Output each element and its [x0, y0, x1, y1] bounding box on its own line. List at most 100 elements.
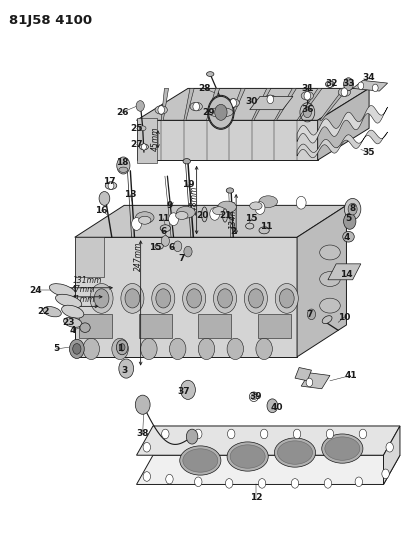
Text: 41: 41: [344, 371, 357, 380]
Circle shape: [382, 469, 389, 479]
Circle shape: [141, 338, 157, 360]
Circle shape: [249, 289, 263, 308]
Circle shape: [358, 82, 364, 90]
Text: 22: 22: [38, 307, 50, 316]
Text: 2: 2: [230, 228, 236, 237]
Ellipse shape: [105, 182, 117, 189]
Text: 27: 27: [130, 140, 143, 149]
Ellipse shape: [43, 306, 61, 317]
Text: 31: 31: [301, 84, 313, 93]
Circle shape: [184, 246, 192, 257]
Circle shape: [304, 92, 311, 100]
Polygon shape: [75, 237, 104, 277]
Polygon shape: [318, 88, 369, 160]
Ellipse shape: [140, 144, 148, 150]
Ellipse shape: [155, 106, 167, 114]
Polygon shape: [384, 426, 400, 484]
Text: 37: 37: [178, 387, 190, 396]
Circle shape: [136, 101, 145, 111]
Ellipse shape: [230, 445, 265, 468]
Text: 19: 19: [182, 180, 194, 189]
Circle shape: [112, 338, 128, 360]
Circle shape: [256, 338, 272, 360]
Polygon shape: [137, 426, 400, 455]
Ellipse shape: [320, 245, 340, 260]
Text: 7: 7: [178, 254, 185, 263]
Text: 4: 4: [69, 326, 76, 335]
Ellipse shape: [250, 202, 262, 210]
Text: 5: 5: [345, 214, 351, 223]
Ellipse shape: [226, 188, 234, 193]
Text: 29: 29: [202, 108, 215, 117]
Polygon shape: [258, 314, 291, 338]
Ellipse shape: [155, 244, 163, 249]
Circle shape: [132, 217, 142, 230]
Text: 148mm: 148mm: [189, 185, 198, 215]
Circle shape: [198, 338, 215, 360]
Ellipse shape: [206, 71, 214, 76]
Text: 5: 5: [53, 344, 59, 353]
Circle shape: [303, 107, 311, 118]
Ellipse shape: [183, 449, 218, 472]
Ellipse shape: [183, 159, 190, 164]
Circle shape: [279, 289, 294, 308]
Text: 8: 8: [349, 204, 356, 213]
Circle shape: [143, 442, 150, 452]
Text: 21: 21: [219, 212, 231, 221]
Ellipse shape: [259, 227, 269, 234]
Text: 40: 40: [270, 403, 283, 412]
Ellipse shape: [227, 99, 240, 107]
Circle shape: [227, 338, 244, 360]
Polygon shape: [295, 368, 311, 381]
Polygon shape: [137, 455, 400, 484]
Polygon shape: [252, 88, 271, 120]
Ellipse shape: [325, 81, 335, 87]
Ellipse shape: [135, 212, 154, 223]
Circle shape: [180, 380, 195, 399]
Text: 35: 35: [363, 148, 375, 157]
Circle shape: [152, 284, 175, 313]
Text: 134mm: 134mm: [229, 200, 238, 229]
Circle shape: [215, 104, 227, 120]
Circle shape: [328, 81, 332, 87]
Circle shape: [296, 196, 306, 209]
Ellipse shape: [343, 231, 354, 242]
Circle shape: [169, 338, 186, 360]
Circle shape: [119, 359, 134, 378]
Circle shape: [121, 284, 144, 313]
Circle shape: [306, 378, 313, 386]
Polygon shape: [297, 205, 347, 357]
Circle shape: [228, 429, 235, 439]
Text: 15: 15: [245, 214, 258, 223]
Text: 28: 28: [198, 84, 211, 93]
Text: 47mm: 47mm: [71, 285, 95, 294]
Text: 11: 11: [157, 214, 169, 223]
Text: 6: 6: [169, 244, 175, 253]
Circle shape: [117, 157, 130, 174]
Polygon shape: [139, 314, 171, 338]
Ellipse shape: [227, 442, 268, 471]
Ellipse shape: [64, 317, 82, 327]
Circle shape: [326, 429, 334, 439]
Polygon shape: [75, 237, 297, 357]
Ellipse shape: [80, 323, 90, 333]
Circle shape: [119, 344, 125, 351]
Ellipse shape: [213, 207, 225, 215]
Circle shape: [73, 344, 81, 354]
Circle shape: [259, 479, 266, 488]
Circle shape: [267, 95, 273, 103]
Circle shape: [90, 284, 113, 313]
Ellipse shape: [264, 95, 276, 103]
Text: 81J58 4100: 81J58 4100: [9, 14, 92, 27]
Text: 16: 16: [95, 206, 108, 215]
Polygon shape: [320, 88, 348, 120]
Text: 15: 15: [149, 244, 161, 253]
Text: 1: 1: [117, 344, 123, 353]
Polygon shape: [301, 373, 330, 389]
Circle shape: [355, 477, 363, 487]
Text: 30: 30: [246, 97, 258, 106]
Polygon shape: [137, 88, 369, 120]
Text: 4: 4: [343, 233, 350, 242]
Text: 34: 34: [363, 73, 375, 82]
Ellipse shape: [177, 206, 195, 218]
